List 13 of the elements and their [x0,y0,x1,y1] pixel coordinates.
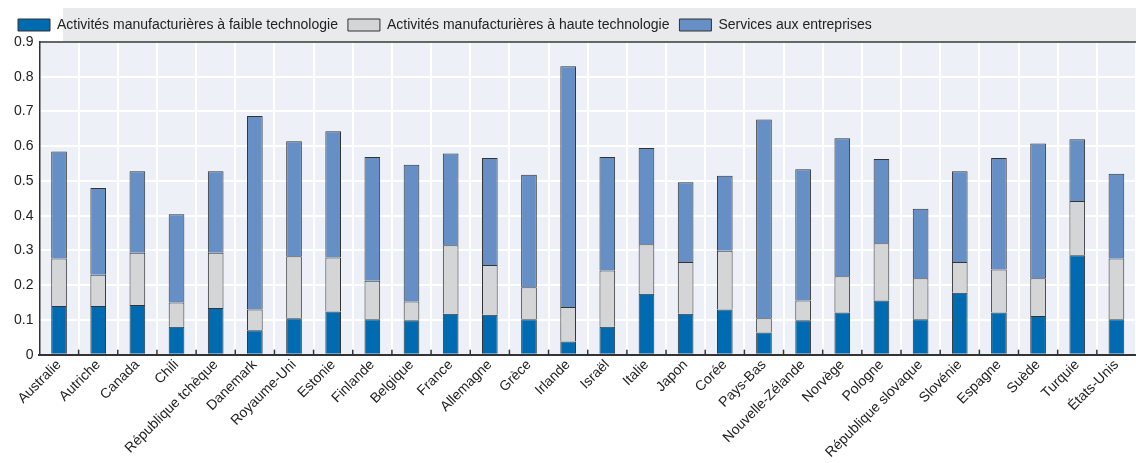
y-tick-label: 0.1 [13,310,34,327]
y-tick-label: 0.2 [13,276,34,293]
y-tick-label: 0 [25,345,34,362]
y-tick-label: 0.8 [13,67,34,84]
y-tick-label: 0.9 [13,32,34,49]
y-tick-label: 0.3 [13,241,34,258]
legend-label: Activités manufacturières à faible technologie [57,15,339,32]
y-tick-label: 0.4 [13,206,34,223]
y-tick-label: 0.7 [13,102,34,119]
y-tick-label: 0.5 [13,171,34,188]
legend-label: Activités manufacturières à haute technologie [386,15,670,32]
y-tick-label: 0.6 [13,137,34,154]
legend-label: Services aux entreprises [718,15,872,32]
